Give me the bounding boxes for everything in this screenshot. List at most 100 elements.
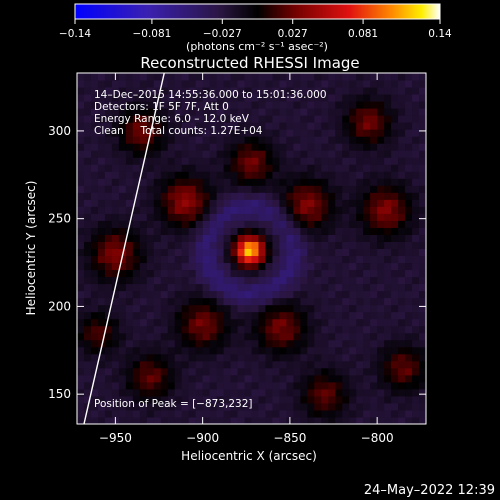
heatmap-cell — [258, 185, 266, 193]
heatmap-cell — [237, 234, 246, 242]
heatmap-cell — [356, 241, 364, 249]
heatmap-cell — [363, 157, 371, 165]
heatmap-cell — [104, 192, 113, 200]
heatmap-cell — [139, 241, 148, 249]
heatmap-cell — [286, 241, 294, 249]
heatmap-cell — [216, 87, 225, 95]
heatmap-cell — [167, 143, 176, 151]
heatmap-cell — [265, 255, 273, 264]
heatmap-cell — [272, 255, 280, 264]
heatmap-cell — [111, 220, 120, 228]
heatmap-cell — [314, 339, 322, 348]
heatmap-cell — [314, 304, 322, 313]
heatmap-cell — [405, 185, 413, 193]
heatmap-cell — [342, 213, 350, 221]
heatmap-cell — [244, 283, 252, 292]
heatmap-cell — [111, 381, 120, 390]
heatmap-cell — [83, 213, 92, 221]
heatmap-cell — [328, 276, 336, 285]
heatmap-cell — [202, 136, 211, 144]
heatmap-cell — [139, 402, 148, 411]
heatmap-cell — [230, 332, 239, 341]
colorbar-unit-label: (photons cm⁻² s⁻¹ asec⁻²) — [186, 40, 328, 53]
heatmap-cell — [398, 311, 406, 320]
heatmap-cell — [342, 381, 350, 390]
heatmap-cell — [237, 122, 246, 130]
heatmap-cell — [195, 304, 204, 313]
heatmap-cell — [244, 80, 252, 88]
heatmap-cell — [419, 164, 426, 172]
heatmap-cell — [167, 255, 176, 264]
heatmap-cell — [258, 283, 266, 292]
heatmap-cell — [258, 402, 266, 411]
heatmap-cell — [90, 73, 99, 81]
heatmap-cell — [307, 234, 315, 242]
heatmap-cell — [167, 360, 176, 369]
heatmap-cell — [251, 87, 259, 95]
heatmap-cell — [349, 87, 357, 95]
heatmap-cell — [265, 143, 273, 151]
heatmap-cell — [377, 87, 385, 95]
heatmap-cell — [272, 318, 280, 327]
heatmap-cell — [356, 255, 364, 264]
heatmap-cell — [370, 332, 378, 341]
heatmap-cell — [111, 192, 120, 200]
heatmap-cell — [237, 192, 246, 200]
heatmap-cell — [237, 241, 246, 249]
heatmap-cell — [314, 101, 322, 109]
heatmap-cell — [370, 227, 378, 235]
heatmap-cell — [370, 192, 378, 200]
heatmap-cell — [335, 157, 343, 165]
heatmap-cell — [223, 101, 232, 109]
heatmap-cell — [398, 87, 406, 95]
heatmap-cell — [216, 402, 225, 411]
heatmap-cell — [139, 290, 148, 299]
heatmap-cell — [258, 129, 266, 137]
heatmap-cell — [90, 248, 99, 257]
heatmap-cell — [363, 416, 371, 424]
heatmap-cell — [125, 290, 134, 299]
heatmap-cell — [307, 388, 315, 397]
heatmap-cell — [153, 87, 162, 95]
heatmap-cell — [111, 402, 120, 411]
heatmap-cell — [265, 381, 273, 390]
heatmap-cell — [349, 381, 357, 390]
heatmap-cell — [146, 339, 155, 348]
heatmap-cell — [300, 367, 308, 376]
heatmap-cell — [419, 108, 426, 116]
heatmap-cell — [139, 318, 148, 327]
heatmap-cell — [125, 129, 134, 137]
heatmap-cell — [77, 290, 85, 299]
heatmap-cell — [300, 157, 308, 165]
heatmap-cell — [349, 136, 357, 144]
heatmap-cell — [412, 395, 420, 404]
heatmap-cell — [174, 332, 183, 341]
heatmap-cell — [202, 122, 211, 130]
heatmap-cell — [90, 388, 99, 397]
heatmap-cell — [251, 122, 259, 130]
heatmap-cell — [279, 206, 287, 214]
heatmap-cell — [419, 381, 426, 390]
heatmap-cell — [202, 199, 211, 207]
heatmap-cell — [104, 206, 113, 214]
heatmap-cell — [363, 136, 371, 144]
heatmap-cell — [321, 227, 329, 235]
heatmap-cell — [111, 101, 120, 109]
heatmap-cell — [398, 325, 406, 334]
heatmap-cell — [342, 248, 350, 257]
heatmap-cell — [125, 262, 134, 271]
heatmap-cell — [167, 87, 176, 95]
heatmap-cell — [335, 290, 343, 299]
heatmap-cell — [97, 136, 106, 144]
heatmap-cell — [188, 101, 197, 109]
heatmap-cell — [377, 178, 385, 186]
heatmap-cell — [118, 262, 127, 271]
heatmap-cell — [125, 94, 134, 102]
heatmap-cell — [286, 360, 294, 369]
x-tick-label: −800 — [361, 431, 394, 445]
heatmap-cell — [230, 206, 239, 214]
heatmap-cell — [279, 381, 287, 390]
heatmap-cell — [153, 374, 162, 383]
heatmap-cell — [384, 388, 392, 397]
heatmap-cell — [307, 171, 315, 179]
